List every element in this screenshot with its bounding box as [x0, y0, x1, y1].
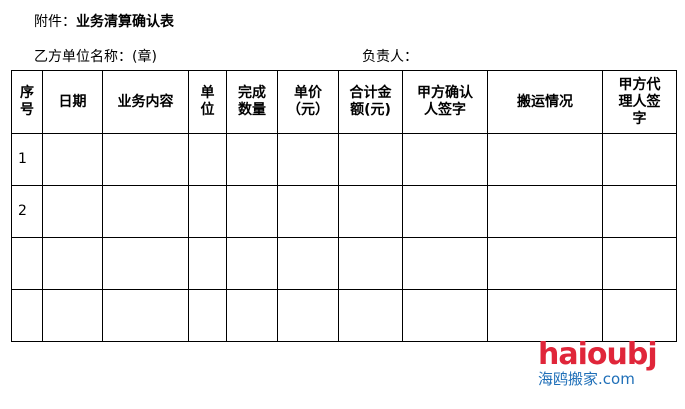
table-cell[interactable]: [487, 237, 603, 290]
table-cell[interactable]: [402, 185, 488, 238]
table-row: [11, 289, 677, 342]
table-cell[interactable]: [277, 237, 339, 290]
table-cell[interactable]: [277, 185, 339, 238]
table-cell[interactable]: [277, 289, 339, 342]
column-header: 序 号: [11, 70, 43, 134]
table-row: 1: [11, 133, 677, 186]
table-cell[interactable]: [42, 289, 103, 342]
table-cell[interactable]: [102, 289, 189, 342]
title-prefix: 附件：: [34, 14, 76, 30]
table-cell[interactable]: [42, 133, 103, 186]
settlement-table: 序 号日期 业务内容单 位完成 数量 单价 （元） 合计金 额(元) 甲方确认 人签字搬…: [11, 70, 677, 342]
table-cell[interactable]: [277, 133, 339, 186]
column-header: 日期: [42, 70, 103, 134]
table-cell[interactable]: [11, 237, 43, 290]
table-cell[interactable]: [402, 289, 488, 342]
table-cell[interactable]: 2: [11, 185, 43, 238]
column-header: 完成 数量: [226, 70, 278, 134]
table-cell[interactable]: [402, 133, 488, 186]
table-cell[interactable]: [487, 289, 603, 342]
table-row: [11, 237, 677, 290]
column-header: 搬运情况: [487, 70, 603, 134]
table-cell[interactable]: [487, 133, 603, 186]
table-cell[interactable]: [226, 237, 278, 290]
table-cell[interactable]: [602, 237, 677, 290]
column-header: 单价 （元）: [277, 70, 339, 134]
header-row: 序 号日期 业务内容单 位完成 数量 单价 （元） 合计金 额(元) 甲方确认 人签字搬…: [11, 70, 677, 134]
table-cell[interactable]: [102, 185, 189, 238]
table-cell[interactable]: [338, 133, 403, 186]
table-cell[interactable]: [188, 133, 227, 186]
column-header: 单 位: [188, 70, 227, 134]
column-header: 甲方确认 人签字: [402, 70, 488, 134]
table-cell[interactable]: [188, 237, 227, 290]
table-cell[interactable]: [102, 133, 189, 186]
document-title: 附件：业务清算确认表: [34, 11, 174, 31]
table-cell[interactable]: [188, 185, 227, 238]
table-cell[interactable]: [42, 185, 103, 238]
table-cell[interactable]: [487, 185, 603, 238]
table-cell[interactable]: [226, 185, 278, 238]
table-cell[interactable]: [338, 289, 403, 342]
table-cell[interactable]: [226, 289, 278, 342]
watermark-logo: haioubj 海鸥搬家.com: [538, 337, 678, 389]
table-cell[interactable]: [226, 133, 278, 186]
table-cell[interactable]: [42, 237, 103, 290]
title-text: 业务清算确认表: [76, 14, 174, 30]
watermark-line1: haioubj: [538, 337, 658, 372]
table-cell[interactable]: [338, 237, 403, 290]
table-cell[interactable]: [602, 133, 677, 186]
watermark-line2: 海鸥搬家.com: [538, 370, 635, 388]
table-cell[interactable]: [338, 185, 403, 238]
table-row: 2: [11, 185, 677, 238]
column-header: 业务内容: [102, 70, 189, 134]
table-cell[interactable]: [402, 237, 488, 290]
table-cell[interactable]: [602, 185, 677, 238]
table-cell[interactable]: [102, 237, 189, 290]
responsible-label: 负责人：: [362, 49, 418, 65]
party-b-label: 乙方单位名称：(章): [34, 49, 157, 65]
column-header: 甲方代 理人签 字: [602, 70, 677, 134]
table-cell[interactable]: [11, 289, 43, 342]
table-cell[interactable]: [602, 289, 677, 342]
table-cell[interactable]: [188, 289, 227, 342]
column-header: 合计金 额(元): [338, 70, 403, 134]
table-cell[interactable]: 1: [11, 133, 43, 186]
